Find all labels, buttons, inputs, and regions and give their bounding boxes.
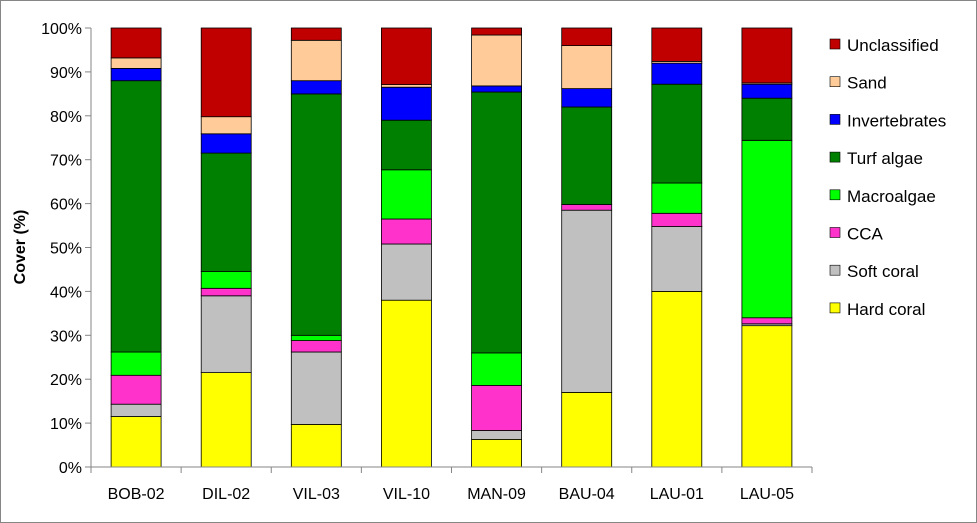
bar-segment-cca bbox=[110, 374, 162, 405]
x-tick-label: LAU-01 bbox=[650, 486, 704, 503]
bar-segment-turf-algae bbox=[110, 80, 162, 353]
bar-segment-soft-coral bbox=[471, 430, 523, 440]
x-tick-label: VIL-10 bbox=[383, 486, 430, 503]
bar-segment-unclassified bbox=[561, 27, 613, 47]
x-tick-label: BAU-04 bbox=[559, 486, 615, 503]
bar-segment-turf-algae bbox=[741, 97, 793, 141]
bar-segment-cca bbox=[561, 204, 613, 211]
legend-label-unclassified: Unclassified bbox=[847, 36, 939, 55]
y-axis-title: Cover (%) bbox=[12, 210, 29, 285]
y-tick-label: 10% bbox=[50, 416, 82, 433]
legend-swatch-macroalgae bbox=[829, 189, 841, 201]
x-tick-label: BOB-02 bbox=[108, 486, 165, 503]
bar-segment-sand bbox=[110, 57, 162, 69]
bar-segment-turf-algae bbox=[561, 106, 613, 205]
bar-segment-unclassified bbox=[290, 27, 342, 41]
bar-segment-cca bbox=[290, 340, 342, 353]
bar-segment-soft-coral bbox=[380, 243, 432, 301]
bar-segment-macroalgae bbox=[471, 352, 523, 386]
bar-segment-hard-coral bbox=[741, 325, 793, 468]
bar-segment-hard-coral bbox=[290, 423, 342, 468]
legend-label-hard-coral: Hard coral bbox=[847, 300, 925, 319]
bar-segment-hard-coral bbox=[200, 372, 252, 468]
x-tick-label: LAU-05 bbox=[740, 486, 794, 503]
bar-segment-invertebrates bbox=[561, 88, 613, 108]
bar-segment-soft-coral bbox=[651, 225, 703, 292]
bar-segment-unclassified bbox=[741, 27, 793, 84]
bar-segment-hard-coral bbox=[380, 299, 432, 468]
bar-segment-cca bbox=[741, 317, 793, 325]
y-tick-label: 0% bbox=[59, 460, 82, 477]
bar-segment-invertebrates bbox=[471, 85, 523, 93]
legend-swatch-turf-algae bbox=[829, 151, 841, 163]
legend-label-sand: Sand bbox=[847, 74, 887, 93]
bar-segment-invertebrates bbox=[290, 80, 342, 95]
bar-segment-soft-coral bbox=[290, 351, 342, 425]
legend-label-soft-coral: Soft coral bbox=[847, 262, 919, 281]
legend-swatch-cca bbox=[829, 227, 841, 238]
bar-segment-hard-coral bbox=[471, 438, 523, 468]
y-tick-label: 30% bbox=[50, 328, 82, 345]
bar-segment-unclassified bbox=[471, 27, 523, 36]
bar-segment-turf-algae bbox=[380, 119, 432, 171]
bar-segment-macroalgae bbox=[200, 271, 252, 289]
bar-segment-invertebrates bbox=[110, 68, 162, 82]
x-tick-label: DIL-02 bbox=[202, 486, 250, 503]
bar-segment-cca bbox=[651, 212, 703, 227]
legend-label-invertebrates: Invertebrates bbox=[847, 111, 946, 130]
legend-swatch-invertebrates bbox=[829, 114, 841, 125]
legend-label-cca: CCA bbox=[847, 225, 884, 244]
bar-segment-sand bbox=[290, 39, 342, 82]
bar-segment-invertebrates bbox=[651, 62, 703, 85]
bar-segment-soft-coral bbox=[200, 295, 252, 373]
bar-segment-cca bbox=[471, 384, 523, 431]
y-tick-label: 60% bbox=[50, 197, 82, 214]
y-tick-label: 100% bbox=[41, 21, 82, 38]
bar-segment-cca bbox=[380, 218, 432, 245]
bar-segment-soft-coral bbox=[561, 209, 613, 393]
x-tick-label: MAN-09 bbox=[467, 486, 526, 503]
bar-segment-hard-coral bbox=[561, 391, 613, 468]
bar-segment-invertebrates bbox=[741, 83, 793, 99]
bar-segment-invertebrates bbox=[200, 133, 252, 154]
bar-segment-unclassified bbox=[651, 27, 703, 62]
legend: Unclassified Sand Invertebrates Turf algae M… bbox=[829, 36, 946, 319]
bar-segment-cca bbox=[200, 287, 252, 297]
bar-segment-unclassified bbox=[200, 27, 252, 118]
legend-label-macroalgae: Macroalgae bbox=[847, 187, 936, 206]
y-tick-label: 90% bbox=[50, 65, 82, 82]
bar-segment-turf-algae bbox=[200, 152, 252, 273]
bar-segment-sand bbox=[471, 34, 523, 87]
legend-swatch-soft-coral bbox=[829, 264, 841, 276]
bar-segment-hard-coral bbox=[110, 416, 162, 468]
bar-segment-macroalgae bbox=[290, 334, 342, 341]
bar-segment-sand bbox=[561, 45, 613, 89]
plot-area: 0% 10% 20% 30% 40% 50% 60% 70% 80% 90% 100% BOB-02 D… bbox=[41, 21, 813, 503]
bar-segment-macroalgae bbox=[110, 351, 162, 376]
y-tick-label: 40% bbox=[50, 284, 82, 301]
x-tick-label: VIL-03 bbox=[293, 486, 340, 503]
y-tick-label: 50% bbox=[50, 241, 82, 258]
legend-swatch-hard-coral bbox=[829, 302, 841, 314]
bar-segment-macroalgae bbox=[651, 182, 703, 214]
legend-label-turf-algae: Turf algae bbox=[847, 149, 923, 168]
bar-segment-invertebrates bbox=[380, 86, 432, 121]
bar-segment-macroalgae bbox=[741, 139, 793, 319]
bar-segment-macroalgae bbox=[380, 169, 432, 220]
legend-swatch-unclassified bbox=[829, 38, 841, 50]
y-tick-label: 70% bbox=[50, 153, 82, 170]
bar-segment-turf-algae bbox=[290, 93, 342, 336]
bar-segment-turf-algae bbox=[651, 83, 703, 184]
bar-segment-hard-coral bbox=[651, 290, 703, 468]
y-tick-label: 20% bbox=[50, 372, 82, 389]
bar-segment-turf-algae bbox=[471, 91, 523, 354]
y-tick-label: 80% bbox=[50, 109, 82, 126]
legend-swatch-sand bbox=[829, 76, 841, 87]
bar-segment-unclassified bbox=[110, 27, 162, 59]
bar-segment-sand bbox=[200, 116, 252, 135]
bar-segment-soft-coral bbox=[110, 403, 162, 417]
bar-segment-unclassified bbox=[380, 27, 432, 85]
